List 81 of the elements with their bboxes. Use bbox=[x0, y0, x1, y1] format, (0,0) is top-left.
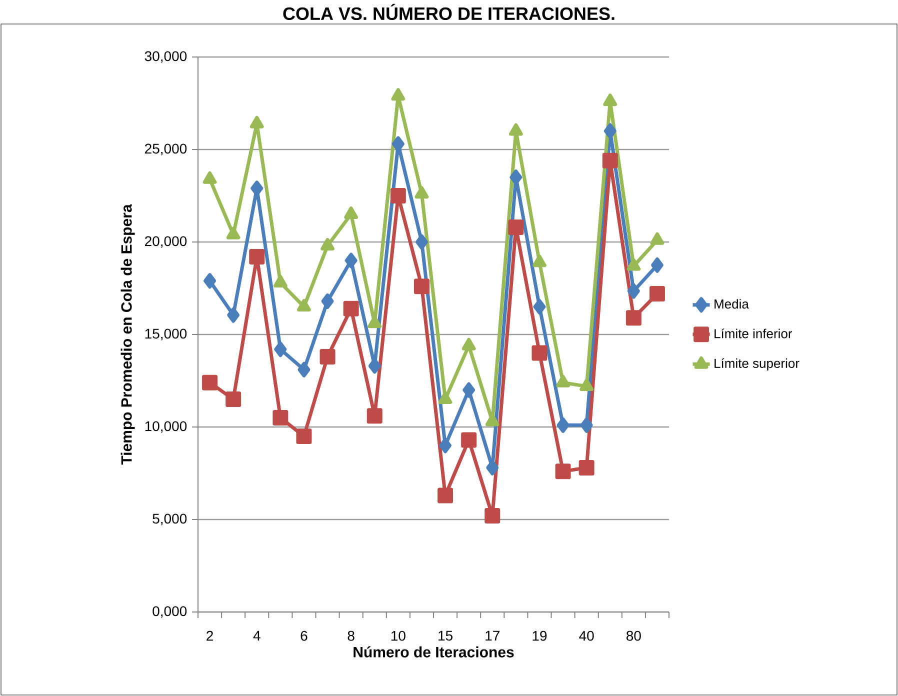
point bbox=[603, 94, 618, 106]
point bbox=[556, 374, 570, 388]
x-tick-label: 4 bbox=[253, 630, 260, 640]
point bbox=[602, 152, 618, 168]
legend-label: Media bbox=[714, 299, 749, 309]
point bbox=[486, 460, 499, 476]
point bbox=[626, 258, 641, 271]
point bbox=[227, 307, 240, 323]
point bbox=[414, 278, 430, 294]
point bbox=[202, 171, 217, 184]
point bbox=[250, 116, 264, 128]
x-tick-label: 15 bbox=[438, 630, 452, 641]
point bbox=[273, 274, 288, 288]
point bbox=[344, 206, 358, 219]
x-tick-label: 80 bbox=[626, 630, 641, 641]
point bbox=[366, 408, 382, 424]
x-tick-label: 2 bbox=[206, 630, 213, 641]
point bbox=[580, 378, 594, 392]
point bbox=[320, 348, 336, 364]
point bbox=[415, 234, 428, 250]
point bbox=[462, 382, 476, 398]
point bbox=[392, 136, 404, 152]
point bbox=[532, 254, 546, 268]
point bbox=[650, 232, 664, 245]
y-tick-label: 10,000 bbox=[145, 421, 187, 433]
point bbox=[391, 88, 406, 101]
point bbox=[555, 464, 571, 480]
point bbox=[296, 428, 312, 444]
point bbox=[368, 358, 381, 374]
legend-label: Límite superior bbox=[714, 358, 800, 371]
y-tick-label: 5,000 bbox=[152, 514, 187, 526]
point bbox=[508, 219, 524, 235]
point bbox=[461, 432, 477, 448]
x-tick-label: 19 bbox=[532, 630, 547, 641]
x-tick-label: 8 bbox=[348, 630, 354, 641]
legend-label: Límite inferior bbox=[714, 328, 792, 338]
point bbox=[439, 438, 452, 454]
point bbox=[298, 362, 310, 378]
x-tick-label: 17 bbox=[486, 630, 500, 640]
y-tick-label: 0,000 bbox=[152, 606, 187, 618]
point bbox=[297, 298, 311, 312]
y-tick-label: 20,000 bbox=[145, 236, 187, 248]
point bbox=[343, 300, 359, 316]
point bbox=[438, 391, 452, 404]
x-tick-label: 6 bbox=[300, 630, 308, 641]
point bbox=[604, 123, 616, 139]
y-tick-label: 15,000 bbox=[145, 328, 187, 340]
x-axis-title: Número de Iteraciones bbox=[354, 646, 514, 658]
point bbox=[508, 123, 523, 136]
point bbox=[414, 186, 429, 199]
point bbox=[649, 286, 665, 302]
point bbox=[274, 342, 287, 358]
point bbox=[485, 414, 500, 426]
point bbox=[249, 249, 265, 265]
x-tick-label: 10 bbox=[391, 630, 406, 641]
y-tick-label: 25,000 bbox=[145, 144, 187, 156]
point bbox=[462, 338, 476, 350]
point bbox=[626, 310, 642, 326]
x-tick-label: 40 bbox=[579, 630, 594, 641]
point bbox=[321, 293, 334, 309]
point bbox=[344, 252, 358, 268]
point bbox=[320, 238, 334, 250]
point bbox=[578, 460, 594, 476]
point bbox=[532, 345, 548, 361]
point bbox=[650, 257, 664, 273]
point bbox=[272, 410, 288, 426]
point bbox=[533, 298, 546, 314]
point bbox=[580, 417, 593, 433]
point bbox=[438, 488, 454, 504]
point bbox=[390, 188, 406, 204]
chart-title: COLA VS. NÚMERO DE ITERACIONES. bbox=[283, 4, 614, 20]
point bbox=[627, 283, 640, 299]
point bbox=[226, 391, 242, 407]
point bbox=[204, 273, 216, 289]
point bbox=[484, 508, 500, 524]
point bbox=[510, 169, 522, 185]
point bbox=[202, 374, 218, 390]
point bbox=[556, 417, 570, 433]
y-tick-label: 30,000 bbox=[144, 51, 187, 63]
y-axis-title: Tiempo Promedio en Cola de Espera bbox=[120, 204, 135, 465]
point bbox=[226, 226, 240, 240]
